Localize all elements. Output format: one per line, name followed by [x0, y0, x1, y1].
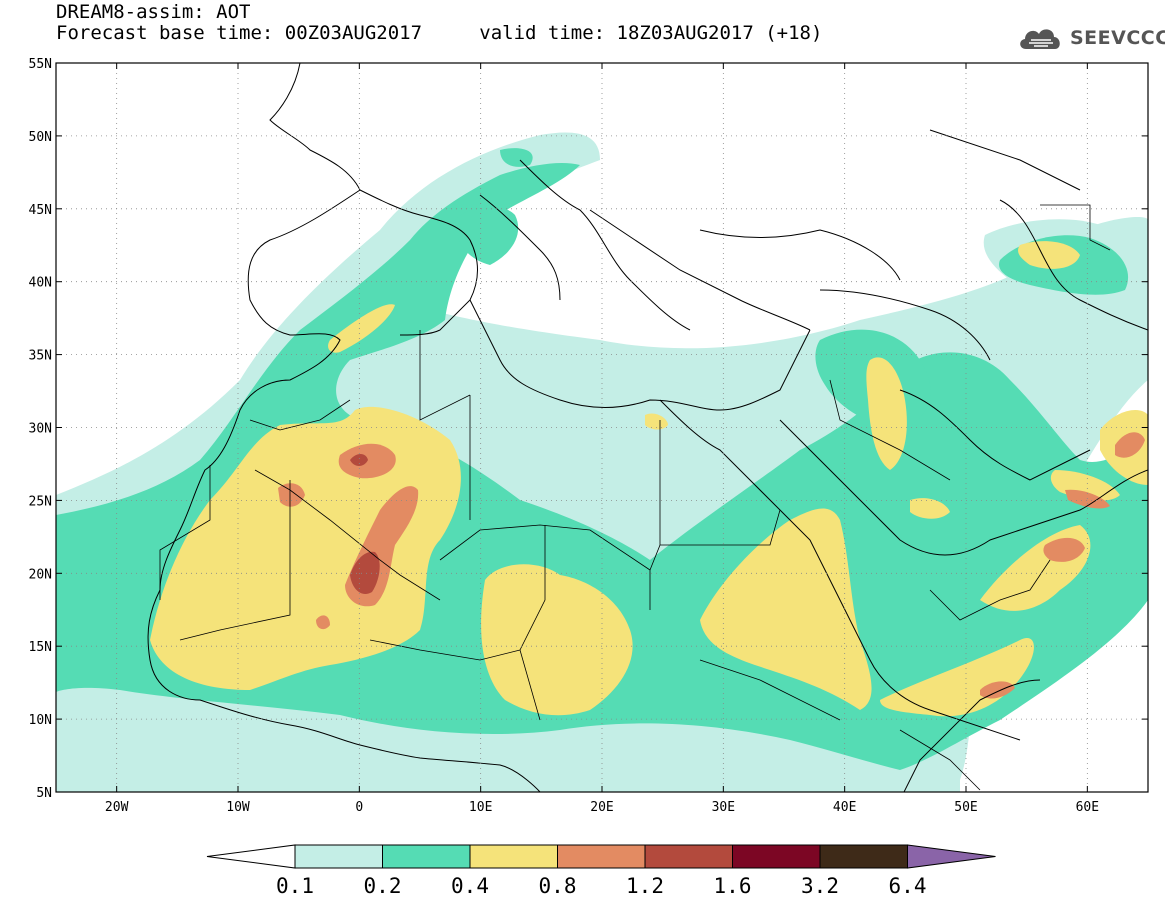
colorbar-box [294, 844, 383, 869]
aot-band-1.2-1.6 [350, 454, 380, 595]
lon-tick-label: 30E [712, 800, 735, 815]
lon-tick-label: 60E [1076, 800, 1099, 815]
seevccc-logo: SEEVCCC [1016, 20, 1165, 56]
base-time-label: Forecast base time: 00Z03AUG2017 [56, 22, 423, 44]
colorbar-box [469, 844, 558, 869]
lat-tick-label: 55N [29, 57, 52, 72]
colorbar-high-arrow [907, 844, 996, 869]
lat-tick-label: 50N [29, 130, 52, 145]
lon-tick-label: 0 [355, 800, 363, 815]
lat-tick-label: 35N [29, 349, 52, 364]
borders [159, 204, 1111, 791]
axis-ticks [56, 62, 1148, 793]
colorbar-label: 0.8 [539, 874, 577, 898]
graticule [56, 63, 1148, 792]
colorbar-label: 6.4 [889, 874, 927, 898]
lat-tick-label: 30N [29, 422, 52, 437]
valid-time-label: valid time: 18Z03AUG2017 (+18) [479, 22, 823, 44]
colorbar-label: 1.2 [626, 874, 664, 898]
colorbar-label: 0.4 [451, 874, 489, 898]
lon-tick-label: 50E [954, 800, 977, 815]
colorbar: 0.1 0.2 0.4 0.8 1.2 1.6 3.2 6.4 [206, 844, 996, 898]
colorbar-box [557, 844, 646, 869]
colorbar-box [644, 844, 733, 869]
colorbar-low-arrow [206, 844, 296, 869]
lat-tick-label: 40N [29, 276, 52, 291]
lon-tick-label: 20W [105, 800, 129, 815]
colorbar-box [732, 844, 821, 869]
colorbar-box [382, 844, 471, 869]
lat-tick-label: 25N [29, 494, 52, 509]
lat-tick-label: 45N [29, 203, 52, 218]
cloud-icon [1020, 29, 1060, 49]
colorbar-label: 3.2 [801, 874, 839, 898]
axis-tick-labels: 20W 10W 0 10E 20E 30E 40E 50E 60E 55N 50N 45N 40N 35N… [29, 57, 1100, 815]
lat-tick-label: 15N [29, 640, 52, 655]
lon-tick-label: 10E [469, 800, 492, 815]
coastlines [147, 63, 1148, 792]
lon-tick-label: 10W [226, 800, 250, 815]
lat-tick-label: 5N [36, 786, 52, 801]
forecast-times: Forecast base time: 00Z03AUG2017 valid t… [56, 23, 822, 43]
lat-tick-label: 10N [29, 713, 52, 728]
logo-text: SEEVCCC [1070, 27, 1165, 49]
lon-tick-label: 40E [833, 800, 856, 815]
colorbar-box [819, 844, 908, 869]
chart-title: DREAM8-assim: AOT [56, 1, 251, 23]
colorbar-label: 0.1 [276, 874, 314, 898]
colorbar-label: 1.6 [714, 874, 752, 898]
lon-tick-label: 20E [590, 800, 613, 815]
lat-tick-label: 20N [29, 567, 52, 582]
colorbar-label: 0.2 [364, 874, 402, 898]
